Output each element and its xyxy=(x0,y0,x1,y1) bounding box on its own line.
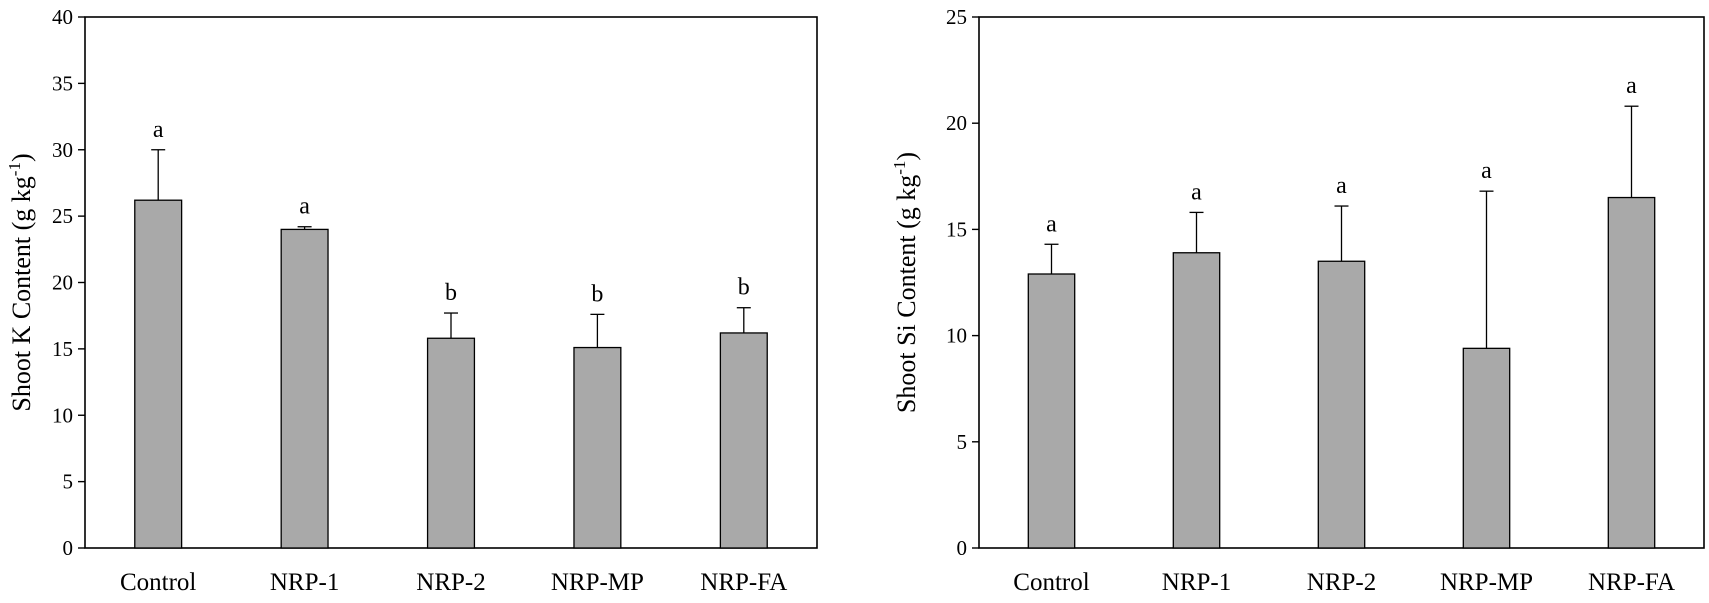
x-tick-label: NRP-1 xyxy=(270,569,339,596)
bar xyxy=(426,337,476,549)
y-tick-label: 20 xyxy=(52,271,73,295)
y-axis-label: Shoot K Content (g kg-1) xyxy=(5,153,36,411)
y-tick-label: 0 xyxy=(63,536,74,560)
y-tick-label: 25 xyxy=(52,204,73,228)
y-tick-label: 10 xyxy=(946,324,967,348)
bar xyxy=(719,332,768,549)
y-axis-label: Shoot Si Content (g kg-1) xyxy=(890,152,921,413)
y-tick-label: 25 xyxy=(946,5,967,29)
bar xyxy=(280,228,329,549)
x-tick-label: NRP-FA xyxy=(1588,569,1675,596)
significance-label: a xyxy=(299,194,310,220)
y-tick-label: 40 xyxy=(52,5,73,29)
significance-label: a xyxy=(1481,158,1492,184)
chart-1: 0 5 10 15 20 25 30 35 40 a Control a NRP-1 b NRP-2 b NRP… xyxy=(5,5,818,596)
bar xyxy=(1027,273,1076,549)
x-tick-label: NRP-FA xyxy=(700,569,787,596)
significance-label: a xyxy=(1626,73,1637,99)
bar xyxy=(1607,196,1656,549)
x-tick-label: NRP-MP xyxy=(1440,569,1533,596)
y-tick-label: 10 xyxy=(52,403,73,427)
chart-2: 0 5 10 15 20 25 a Control a NRP-1 a NRP-2 a NRP-MP a NR… xyxy=(890,5,1705,596)
bar xyxy=(1172,252,1221,549)
significance-label: b xyxy=(445,280,457,306)
x-tick-label: NRP-2 xyxy=(1307,569,1376,596)
y-tick-label: 35 xyxy=(52,71,73,95)
x-tick-label: NRP-2 xyxy=(416,569,485,596)
x-tick-label: Control xyxy=(120,569,196,596)
bar xyxy=(1317,260,1366,549)
x-tick-label: Control xyxy=(1013,569,1089,596)
bar xyxy=(1462,347,1511,549)
x-tick-label: NRP-1 xyxy=(1162,569,1231,596)
bar xyxy=(134,199,183,549)
y-tick-label: 20 xyxy=(946,111,967,135)
x-tick-label: NRP-MP xyxy=(551,569,644,596)
significance-label: a xyxy=(1191,179,1202,205)
y-tick-label: 15 xyxy=(946,217,967,241)
y-tick-label: 5 xyxy=(957,430,968,454)
y-tick-label: 0 xyxy=(957,536,968,560)
significance-label: b xyxy=(591,281,603,307)
y-tick-label: 5 xyxy=(63,470,74,494)
y-tick-label: 30 xyxy=(52,138,73,162)
significance-label: a xyxy=(1336,173,1347,199)
y-tick-label: 15 xyxy=(52,337,73,361)
significance-label: a xyxy=(153,117,164,143)
bar xyxy=(573,346,622,549)
significance-label: a xyxy=(1046,211,1057,237)
significance-label: b xyxy=(738,275,750,301)
